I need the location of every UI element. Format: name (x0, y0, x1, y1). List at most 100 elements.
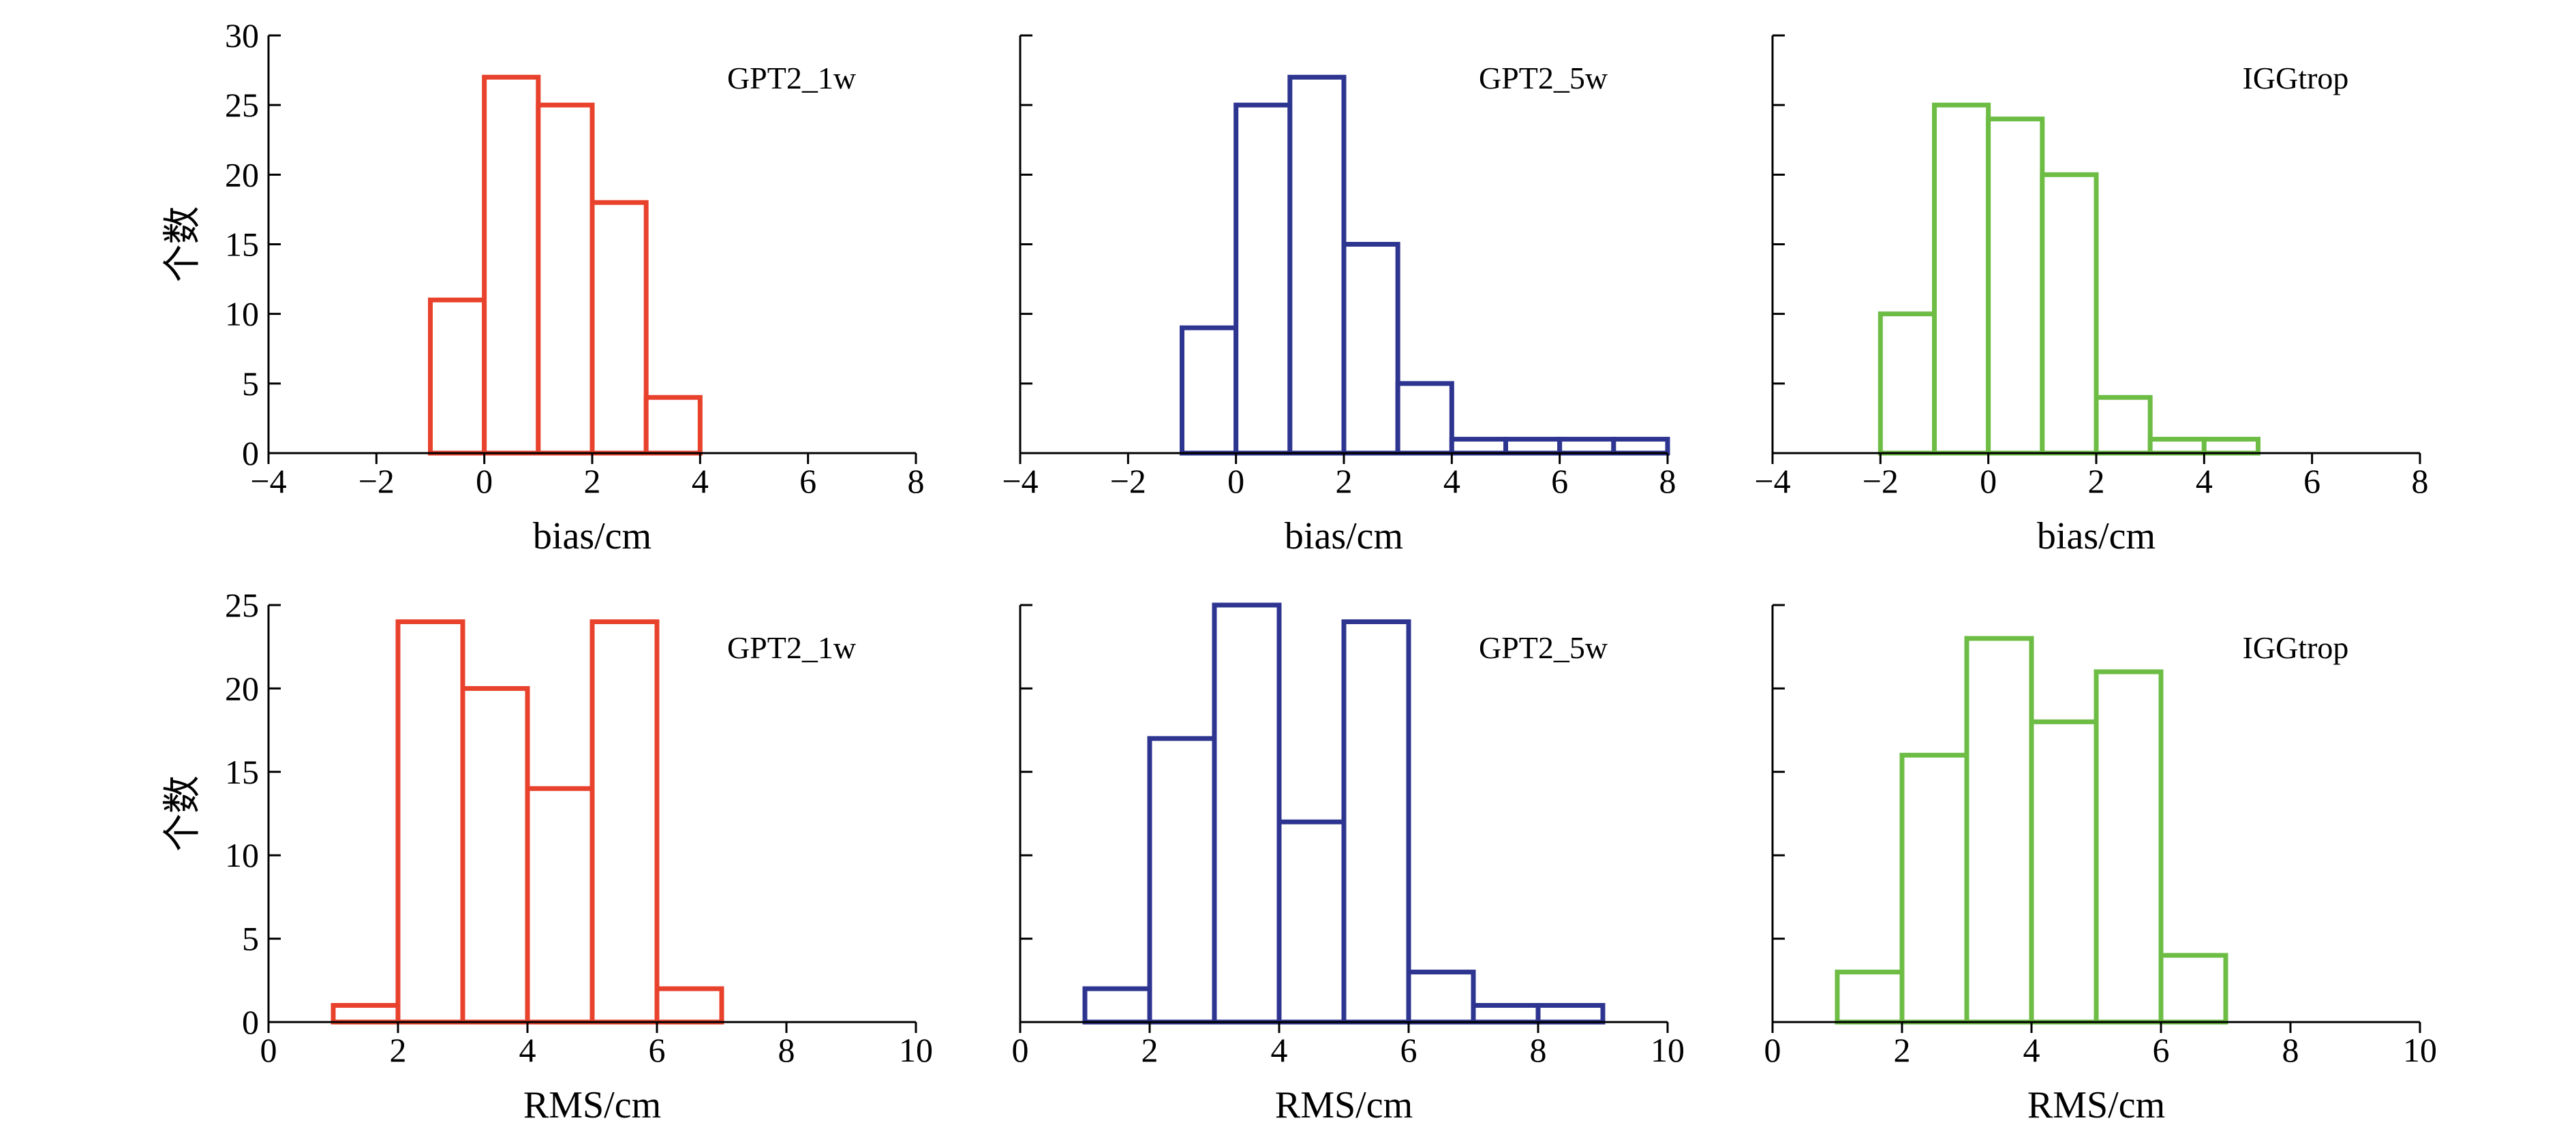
x-tick-label: 8 (1659, 462, 1676, 500)
x-tick-label: 6 (2153, 1031, 2170, 1069)
x-tick-label: 0 (476, 462, 493, 500)
histogram-bar (643, 395, 703, 456)
histogram-panel-1-2: 0 2 4 6 8 10 RMS/cm IGGtrop (1764, 604, 2437, 1126)
panel-title: IGGtrop (2243, 61, 2349, 95)
x-tick-label: −2 (1110, 462, 1146, 500)
histogram-bar (482, 74, 541, 456)
histogram-bar (2094, 669, 2164, 1025)
x-tick-label: 8 (2412, 462, 2429, 500)
y-axis-title: 个数 (161, 775, 205, 852)
histogram-bar (654, 986, 724, 1025)
y-tick-label: 25 (225, 86, 259, 124)
histogram-panel-0-1: −4 −2 0 2 4 6 8 bias/cm GPT2_5w (1002, 34, 1676, 557)
panel-title: GPT2_5w (1479, 61, 1608, 95)
histogram-bar (1212, 602, 1282, 1025)
x-tick-label: 4 (2023, 1031, 2040, 1069)
histogram-bar (1611, 437, 1670, 456)
x-tick-label: 0 (260, 1031, 277, 1069)
histogram-bar (1471, 1003, 1541, 1025)
histogram-bar (2040, 172, 2099, 456)
y-tick-label: 5 (242, 920, 259, 958)
x-tick-label: 8 (1530, 1031, 1547, 1069)
histogram-bar (589, 619, 660, 1025)
histogram-bar (2201, 437, 2260, 456)
histogram-bar (1964, 636, 2034, 1025)
x-tick-label: −4 (1002, 462, 1038, 500)
x-axis-title: RMS/cm (2027, 1084, 2165, 1126)
histogram-bar (1233, 102, 1293, 456)
x-tick-label: 4 (2196, 462, 2213, 500)
x-tick-label: −4 (1754, 462, 1790, 500)
x-axis-title: bias/cm (2037, 515, 2156, 557)
x-tick-label: 2 (2088, 462, 2105, 500)
histogram-bar (1557, 437, 1616, 456)
histogram-bar (1535, 1003, 1606, 1025)
x-tick-label: 6 (1551, 462, 1568, 500)
x-axis-title: RMS/cm (523, 1084, 661, 1126)
x-tick-label: 0 (1980, 462, 1997, 500)
y-tick-label: 30 (225, 16, 259, 55)
y-tick-label: 15 (225, 226, 259, 264)
y-tick-label: 0 (242, 1003, 259, 1041)
histogram-bar (2158, 953, 2228, 1025)
histogram-bar (2029, 719, 2099, 1025)
histogram-bar (2147, 437, 2207, 456)
panel-title: IGGtrop (2243, 630, 2349, 665)
x-tick-label: 0 (1012, 1031, 1029, 1069)
y-tick-label: 0 (242, 434, 259, 472)
y-tick-label: 10 (225, 836, 259, 874)
panel-title: GPT2_1w (727, 630, 857, 665)
x-tick-label: −4 (250, 462, 286, 500)
histogram-panel-1-1: 0 2 4 6 8 10 RMS/cm GPT2_5w (1012, 602, 1685, 1126)
x-axis-title: RMS/cm (1275, 1084, 1413, 1126)
x-axis-title: bias/cm (1285, 515, 1403, 557)
x-tick-label: 4 (692, 462, 709, 500)
histogram-bar (1877, 311, 1937, 456)
x-tick-label: 2 (1141, 1031, 1159, 1069)
histogram-bar (1449, 437, 1508, 456)
histogram-bar (1503, 437, 1563, 456)
histogram-bar (536, 102, 595, 456)
histogram-bar (428, 297, 487, 456)
x-tick-label: 6 (649, 1031, 666, 1069)
x-tick-label: 6 (2303, 462, 2320, 500)
x-tick-label: 8 (2282, 1031, 2299, 1069)
y-tick-label: 25 (225, 586, 259, 624)
histogram-bar (1341, 242, 1400, 456)
histogram-panel-0-2: −4 −2 0 2 4 6 8 bias/cm IGGtrop (1754, 34, 2429, 557)
histogram-bar (1341, 619, 1411, 1025)
panel-title: GPT2_5w (1479, 630, 1608, 665)
x-tick-label: 10 (2403, 1031, 2437, 1069)
y-tick-label: 20 (225, 669, 259, 707)
histogram-bar (1932, 102, 1991, 456)
histogram-panel-0-0: 0 5 10 15 20 25 30 −4 −2 0 2 4 6 8 bias/cm 个数 GPT2_1w (161, 16, 925, 557)
histogram-bar (525, 786, 595, 1025)
histogram-bar (589, 200, 649, 456)
histogram-bar (1899, 752, 1969, 1025)
x-tick-label: 10 (1651, 1031, 1685, 1069)
histogram-bar (1406, 970, 1476, 1025)
x-tick-label: 4 (519, 1031, 536, 1069)
x-tick-label: 8 (778, 1031, 795, 1069)
x-tick-label: −2 (1862, 462, 1899, 500)
y-tick-label: 5 (242, 365, 259, 403)
x-tick-label: 2 (390, 1031, 407, 1069)
histogram-bar (1147, 736, 1217, 1025)
histogram-panel-1-0: 0 5 10 15 20 25 0 2 4 6 8 10 RMS/cm 个数 GPT2_1w (161, 586, 934, 1126)
y-axis-title: 个数 (161, 206, 205, 283)
x-tick-label: 6 (1400, 1031, 1417, 1069)
histogram-bar (1180, 325, 1239, 456)
histogram-bar (331, 1003, 401, 1025)
x-tick-label: 6 (799, 462, 816, 500)
histogram-bar (1835, 970, 1905, 1025)
histogram-bar (1082, 986, 1152, 1025)
x-tick-label: 4 (1443, 462, 1460, 500)
y-tick-label: 20 (225, 155, 259, 194)
panel-title: GPT2_1w (727, 61, 857, 95)
x-tick-label: 0 (1764, 1031, 1781, 1069)
histogram-bar (1986, 117, 2045, 456)
x-tick-label: 2 (584, 462, 601, 500)
x-axis-title: bias/cm (533, 515, 651, 557)
histogram-bar (2094, 395, 2153, 456)
